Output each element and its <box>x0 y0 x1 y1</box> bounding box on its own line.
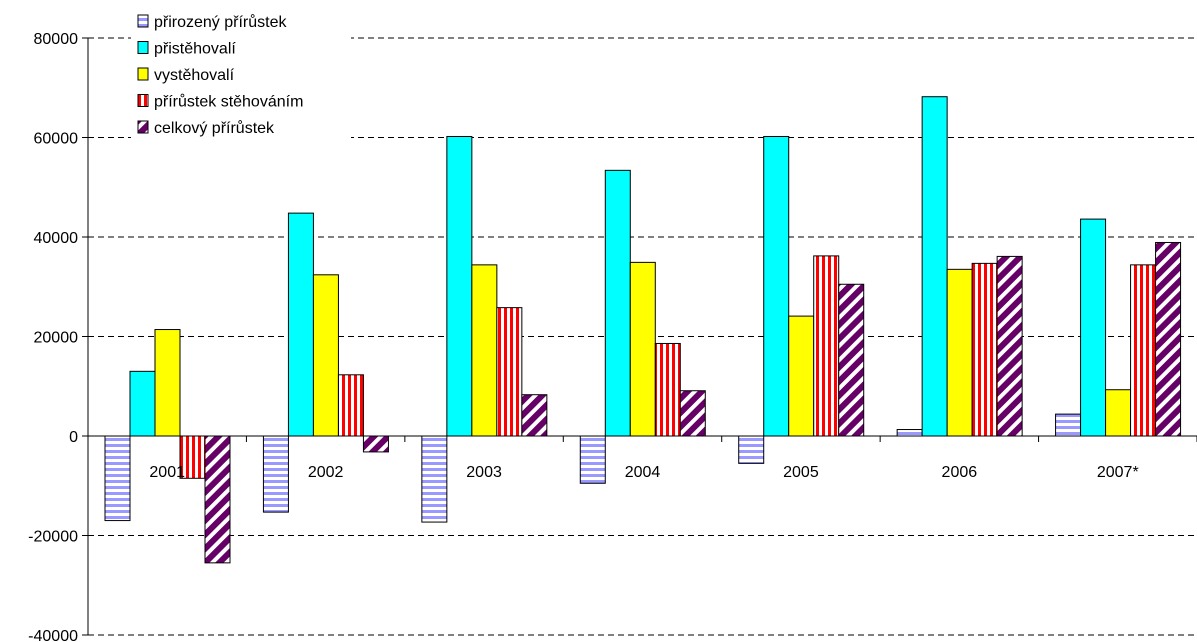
labels: -40000 -20000 0 20000 40000 60000 80000 2001 200… <box>28 31 1139 642</box>
bar-2001-p-ist-hoval-s1 <box>129 370 156 437</box>
bar-2006-p-ist-hoval-s1 <box>921 96 948 437</box>
bar-2001-celkov-p-r-stek-s4 <box>204 435 231 564</box>
bar-2007-p-ist-hoval-s1 <box>1080 218 1107 437</box>
bar-2004-p-irozen-p-r-stek-s0 <box>579 435 606 484</box>
legend-swatch-p-irozen-p-r-stek-s0 <box>137 14 149 28</box>
legend-background <box>131 6 351 145</box>
bar-2004-p-r-stek-st-hov-n-m-s3 <box>654 342 681 437</box>
bar-2005-p-ist-hoval-s1 <box>763 136 790 437</box>
bar-2003-p-r-stek-st-hov-n-m-s3 <box>496 307 523 437</box>
legend-swatch-vyst-hoval-s2 <box>137 67 149 81</box>
x-category-label-2005: 2005 <box>783 464 819 481</box>
y-tick-label-40000: 40000 <box>34 230 79 247</box>
bar-2002-vyst-hoval-s2 <box>312 274 339 437</box>
bar-2007-vyst-hoval-s2 <box>1105 389 1132 437</box>
legend-label-s4: celkový přírůstek <box>154 119 275 137</box>
y-tick-label--40000: -40000 <box>28 628 78 642</box>
y-tick-label-60000: 60000 <box>34 131 79 148</box>
x-category-label-2001: 2001 <box>149 464 185 481</box>
bar-2002-p-irozen-p-r-stek-s0 <box>262 435 289 513</box>
bar-2005-p-irozen-p-r-stek-s0 <box>738 435 765 464</box>
bar-2004-p-ist-hoval-s1 <box>604 169 631 437</box>
x-category-label-2002: 2002 <box>308 464 344 481</box>
bar-2002-p-ist-hoval-s1 <box>287 212 314 437</box>
bar-2001-vyst-hoval-s2 <box>154 329 181 437</box>
bar-2006-p-r-stek-st-hov-n-m-s3 <box>971 262 998 437</box>
bar-2003-p-irozen-p-r-stek-s0 <box>421 435 448 523</box>
bars <box>104 96 1182 564</box>
bar-2002-p-r-stek-st-hov-n-m-s3 <box>337 374 364 437</box>
bar-2006-vyst-hoval-s2 <box>946 268 973 437</box>
bar-2005-p-r-stek-st-hov-n-m-s3 <box>813 255 840 437</box>
bar-2002-celkov-p-r-stek-s4 <box>362 435 389 453</box>
bar-2003-p-ist-hoval-s1 <box>446 136 473 437</box>
bar-2005-celkov-p-r-stek-s4 <box>838 283 865 437</box>
bar-2006-celkov-p-r-stek-s4 <box>996 255 1023 437</box>
bar-2007-p-irozen-p-r-stek-s0 <box>1055 413 1082 437</box>
y-tick-label-80000: 80000 <box>34 31 79 48</box>
bar-2001-p-irozen-p-r-stek-s0 <box>104 435 131 522</box>
bar-2005-vyst-hoval-s2 <box>788 315 815 437</box>
legend-swatch-celkov-p-r-stek-s4 <box>137 120 149 134</box>
legend-swatch-p-ist-hoval-s1 <box>137 41 149 54</box>
legend-label-s0: přirozený přírůstek <box>154 13 287 31</box>
legend-label-s3: přírůstek stěhováním <box>154 93 303 111</box>
legend-label-s1: přistěhovalí <box>154 41 236 58</box>
legend-label-s2: vystěhovalí <box>154 67 235 84</box>
x-category-label-2006: 2006 <box>942 464 978 481</box>
x-category-label-2007: 2007* <box>1097 464 1139 481</box>
x-category-label-2003: 2003 <box>466 464 502 481</box>
bar-2006-p-irozen-p-r-stek-s0 <box>896 429 923 437</box>
y-tick-label--20000: -20000 <box>28 529 78 546</box>
bar-2003-celkov-p-r-stek-s4 <box>521 394 548 437</box>
bar-2007-celkov-p-r-stek-s4 <box>1155 241 1182 437</box>
y-tick-label-0: 0 <box>69 429 78 446</box>
bar-2003-vyst-hoval-s2 <box>471 264 498 437</box>
bar-2004-celkov-p-r-stek-s4 <box>679 390 706 437</box>
legend-swatch-p-r-stek-st-hov-n-m-s3 <box>137 94 149 107</box>
bar-2007-p-r-stek-st-hov-n-m-s3 <box>1130 264 1157 437</box>
x-category-label-2004: 2004 <box>625 464 661 481</box>
legend: přirozený přírůstek přistěhovalí vystěhova… <box>131 6 351 145</box>
y-tick-label-20000: 20000 <box>34 330 79 347</box>
bar-2004-vyst-hoval-s2 <box>629 261 656 437</box>
